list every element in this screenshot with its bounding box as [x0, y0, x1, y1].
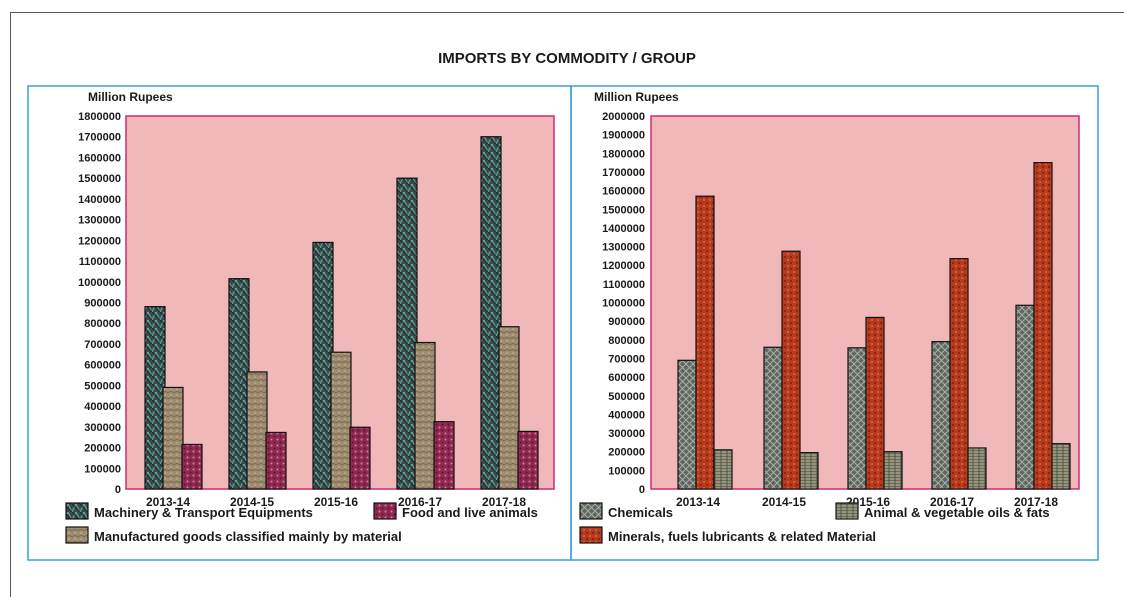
- left-bar-machinery-transport-equipments-2017-18: [480, 136, 502, 490]
- left-bar-manufactured-goods-classified-mainly-by-material-2013-14: [162, 386, 184, 490]
- right-y-tick-label: 1000000: [602, 298, 645, 310]
- left-bar-machinery-transport-equipments-2014-15: [228, 278, 250, 490]
- right-y-tick-label: 1400000: [602, 223, 645, 235]
- left-bar-food-and-live-animals-2016-17: [433, 421, 455, 490]
- right-bar-chemicals-2015-16: [847, 347, 867, 490]
- left-bar-food-and-live-animals-2015-16: [349, 426, 371, 490]
- right-bar-chemicals-2017-18: [1015, 304, 1035, 490]
- right-y-tick-label: 1500000: [602, 204, 645, 216]
- right-bar-animal-vegetable-oils-fats-2016-17: [967, 447, 987, 490]
- right-y-tick-label: 1700000: [602, 167, 645, 179]
- right-panel-border: [570, 85, 1099, 561]
- right-bar-chemicals-2013-14: [677, 359, 697, 490]
- right-x-tick-label: 2014-15: [762, 495, 806, 509]
- left-y-tick-label: 1600000: [78, 152, 121, 164]
- left-legend-swatch-machinery-transport-equipments: [65, 502, 89, 520]
- left-legend-swatch-manufactured-goods-classified-mainly-by-material: [65, 526, 89, 544]
- right-legend-label-chemicals: Chemicals: [608, 505, 673, 520]
- left-y-tick-label: 1300000: [78, 215, 121, 227]
- right-y-tick-label: 1600000: [602, 186, 645, 198]
- left-y-tick-label: 300000: [84, 422, 121, 434]
- left-bar-food-and-live-animals-2013-14: [181, 443, 203, 490]
- right-bar-animal-vegetable-oils-fats-2017-18: [1051, 443, 1071, 490]
- right-legend-label-animal-vegetable-oils-fats: Animal & vegetable oils & fats: [864, 505, 1050, 520]
- left-x-tick-label: 2013-14: [146, 495, 190, 509]
- left-x-tick-label: 2015-16: [314, 495, 358, 509]
- left-x-tick-label: 2016-17: [398, 495, 442, 509]
- right-bar-chemicals-2016-17: [931, 341, 951, 490]
- right-y-tick-label: 100000: [608, 465, 645, 477]
- left-y-axis-label: Million Rupees: [88, 90, 173, 104]
- left-bar-machinery-transport-equipments-2016-17: [396, 177, 418, 490]
- right-y-tick-label: 1300000: [602, 242, 645, 254]
- right-bar-minerals-fuels-lubricants-related-material-2015-16: [865, 316, 885, 490]
- left-y-tick-label: 1500000: [78, 173, 121, 185]
- left-bar-machinery-transport-equipments-2015-16: [312, 241, 334, 490]
- right-y-axis-label: Million Rupees: [594, 90, 679, 104]
- left-y-tick-label: 1700000: [78, 132, 121, 144]
- left-y-tick-label: 1200000: [78, 235, 121, 247]
- left-x-tick-label: 2014-15: [230, 495, 274, 509]
- right-y-tick-label: 1900000: [602, 130, 645, 142]
- left-chart-panel: Million Rupees 0 100000 200000 300000 400000 5…: [65, 90, 555, 544]
- right-legend-swatch-minerals-fuels-lubricants-related-material: [579, 526, 603, 544]
- right-legend-swatch-animal-vegetable-oils-fats: [835, 502, 859, 520]
- right-y-tick-label: 400000: [608, 409, 645, 421]
- left-y-tick-label: 200000: [84, 443, 121, 455]
- right-x-tick-label: 2017-18: [1014, 495, 1058, 509]
- right-y-tick-label: 200000: [608, 447, 645, 459]
- left-legend-label-manufactured-goods-classified-mainly-by-material: Manufactured goods classified mainly by …: [94, 529, 402, 544]
- left-y-tick-label: 700000: [84, 339, 121, 351]
- right-bar-animal-vegetable-oils-fats-2013-14: [713, 449, 733, 490]
- right-bar-minerals-fuels-lubricants-related-material-2014-15: [781, 250, 801, 490]
- right-y-tick-label: 700000: [608, 353, 645, 365]
- right-bar-animal-vegetable-oils-fats-2015-16: [883, 451, 903, 490]
- right-legend-swatch-chemicals: [579, 502, 603, 520]
- right-x-tick-label: 2016-17: [930, 495, 974, 509]
- right-x-tick-label: 2013-14: [676, 495, 720, 509]
- right-y-tick-label: 500000: [608, 391, 645, 403]
- left-x-tick-label: 2017-18: [482, 495, 526, 509]
- right-bar-minerals-fuels-lubricants-related-material-2017-18: [1033, 162, 1053, 490]
- right-legend-label-minerals-fuels-lubricants-related-material: Minerals, fuels lubricants & related Mat…: [608, 529, 876, 544]
- right-y-tick-label: 1200000: [602, 260, 645, 272]
- right-bar-minerals-fuels-lubricants-related-material-2013-14: [695, 195, 715, 490]
- right-y-tick-label: 0: [639, 484, 645, 496]
- right-bar-animal-vegetable-oils-fats-2014-15: [799, 452, 819, 490]
- left-legend-swatch-food-and-live-animals: [373, 502, 397, 520]
- left-y-tick-label: 0: [115, 484, 121, 496]
- left-bar-manufactured-goods-classified-mainly-by-material-2014-15: [246, 371, 268, 490]
- left-bar-manufactured-goods-classified-mainly-by-material-2015-16: [330, 351, 352, 490]
- right-y-tick-label: 1800000: [602, 148, 645, 160]
- right-y-tick-label: 300000: [608, 428, 645, 440]
- left-bar-manufactured-goods-classified-mainly-by-material-2016-17: [414, 341, 436, 490]
- left-bar-food-and-live-animals-2017-18: [517, 430, 539, 490]
- right-y-tick-label: 600000: [608, 372, 645, 384]
- left-y-tick-label: 600000: [84, 360, 121, 372]
- right-y-tick-label: 900000: [608, 316, 645, 328]
- left-y-tick-label: 1800000: [78, 111, 121, 123]
- left-legend-label-food-and-live-animals: Food and live animals: [402, 505, 538, 520]
- left-y-tick-label: 400000: [84, 401, 121, 413]
- left-y-tick-label: 1400000: [78, 194, 121, 206]
- left-y-tick-label: 500000: [84, 380, 121, 392]
- left-y-tick-label: 1000000: [78, 277, 121, 289]
- right-y-tick-label: 2000000: [602, 111, 645, 123]
- chart-title: IMPORTS BY COMMODITY / GROUP: [438, 50, 696, 67]
- left-bar-machinery-transport-equipments-2013-14: [144, 306, 166, 490]
- left-y-tick-label: 800000: [84, 318, 121, 330]
- left-y-tick-label: 1100000: [79, 256, 121, 268]
- left-bar-manufactured-goods-classified-mainly-by-material-2017-18: [498, 326, 520, 490]
- page-frame: [10, 12, 1124, 597]
- left-y-tick-label: 900000: [84, 298, 121, 310]
- right-chart-panel: Million Rupees 0 100000 200000 300000 400000 5…: [579, 90, 1080, 544]
- right-y-tick-label: 800000: [608, 335, 645, 347]
- right-bar-minerals-fuels-lubricants-related-material-2016-17: [949, 258, 969, 490]
- right-y-tick-label: 1100000: [603, 279, 645, 291]
- left-legend-label-machinery-transport-equipments: Machinery & Transport Equipments: [94, 505, 313, 520]
- right-bar-chemicals-2014-15: [763, 346, 783, 490]
- left-bar-food-and-live-animals-2014-15: [265, 431, 287, 490]
- left-y-tick-label: 100000: [84, 463, 121, 475]
